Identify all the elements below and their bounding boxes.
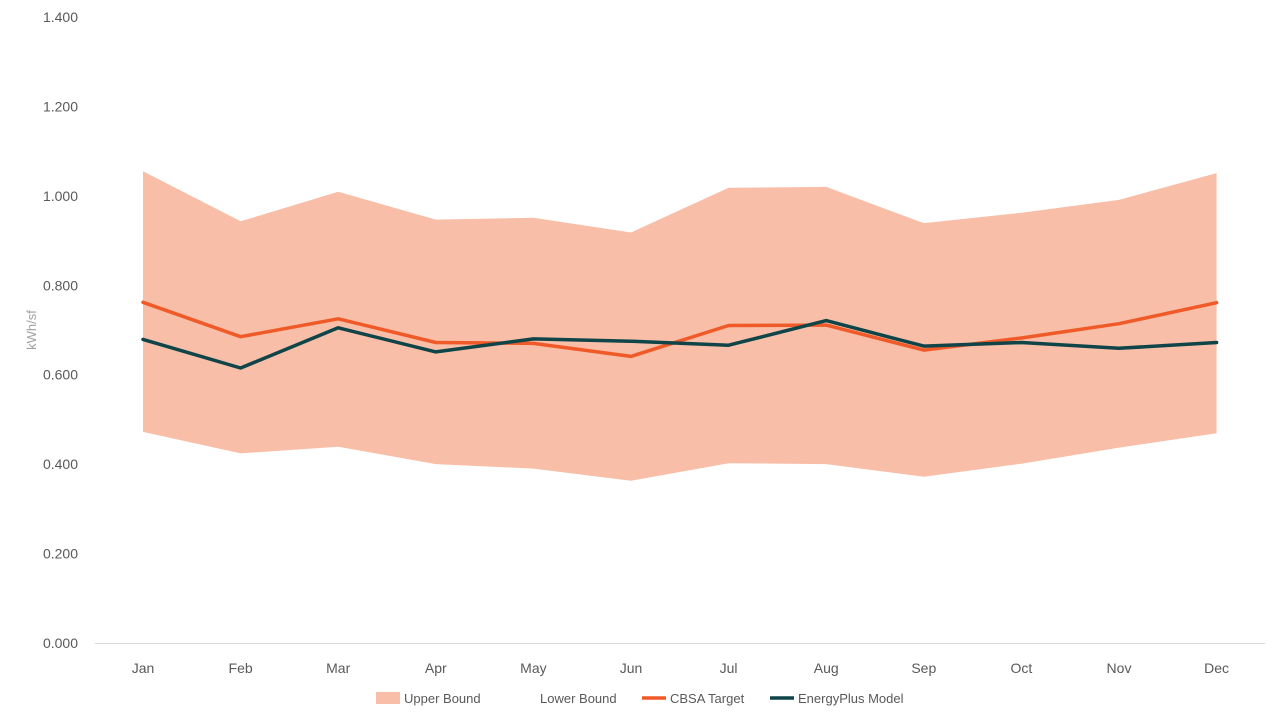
legend-item-cbsa-target: CBSA Target — [642, 691, 745, 706]
legend-label: EnergyPlus Model — [798, 691, 904, 706]
x-tick-label: Jun — [620, 660, 643, 676]
x-tick-label: Dec — [1204, 660, 1229, 676]
series-lines — [141, 300, 1219, 370]
y-tick-label: 0.000 — [43, 635, 78, 651]
y-tick-label: 1.400 — [43, 9, 78, 25]
legend-swatch — [376, 692, 400, 704]
plot-area — [143, 171, 1217, 481]
x-tick-label: May — [520, 660, 546, 676]
legend-item-upper-bound: Upper Bound — [376, 691, 481, 706]
x-tick-label: Mar — [326, 660, 350, 676]
y-tick-label: 1.200 — [43, 98, 78, 114]
x-tick-label: Aug — [814, 660, 839, 676]
y-tick-label: 0.200 — [43, 546, 78, 562]
x-tick-label: Jul — [720, 660, 738, 676]
x-tick-label: Apr — [425, 660, 447, 676]
legend-label: Lower Bound — [540, 691, 617, 706]
legend-item-lower-bound: Lower Bound — [512, 691, 617, 706]
legend-label: Upper Bound — [404, 691, 481, 706]
y-axis-title: kWh/sf — [24, 310, 39, 350]
legend: Upper Bound Lower Bound CBSA Target EnergyP… — [376, 691, 904, 706]
y-tick-label: 0.800 — [43, 277, 78, 293]
y-tick-label: 0.400 — [43, 456, 78, 472]
x-tick-label: Feb — [229, 660, 253, 676]
series-line-cbsa-target — [141, 300, 1219, 359]
legend-label: CBSA Target — [670, 691, 745, 706]
y-tick-label: 0.600 — [43, 367, 78, 383]
x-axis-ticks: Jan Feb Mar Apr May Jun Jul Aug Sep Oct Nov Dec — [132, 660, 1229, 676]
bound-band-area — [143, 171, 1217, 481]
x-tick-label: Sep — [911, 660, 936, 676]
legend-item-energyplus-model: EnergyPlus Model — [770, 691, 904, 706]
x-tick-label: Oct — [1011, 660, 1033, 676]
y-tick-label: 1.000 — [43, 188, 78, 204]
legend-swatch — [512, 692, 536, 704]
x-tick-label: Jan — [132, 660, 155, 676]
y-axis-ticks: 0.000 0.200 0.400 0.600 0.800 1.000 1.200 1.400 — [43, 9, 78, 651]
x-tick-label: Nov — [1107, 660, 1132, 676]
series-line-energyplus-model — [141, 318, 1219, 370]
